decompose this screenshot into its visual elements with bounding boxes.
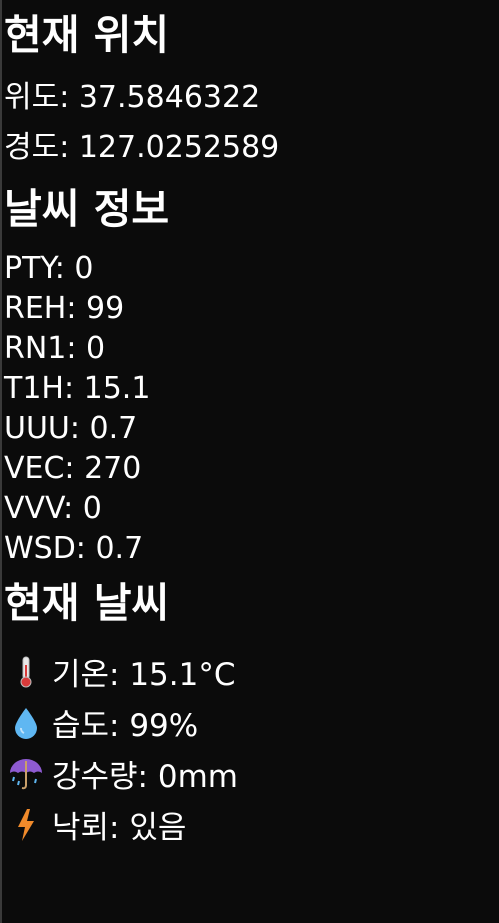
current-precip-item: 강수량: 0mm (4, 748, 238, 799)
latitude-text: 위도: 37.5846322 (4, 80, 261, 115)
current-temp-item: 기온: 15.1°C (4, 646, 238, 697)
current-humidity-item: 습도: 99% (4, 697, 238, 748)
current-weather-heading: 현재 날씨 (4, 579, 170, 627)
weather-row-rn1: RN1: 0 (4, 331, 106, 366)
weather-info-list: PTY: 0 REH: 99 RN1: 0 T1H: 15.1 UUU: 0.7… (4, 249, 150, 569)
weather-row-uuu: UUU: 0.7 (4, 411, 138, 446)
current-lightning-text: 낙뢰: 있음 (52, 810, 187, 846)
current-temp-text: 기온: 15.1°C (52, 657, 236, 693)
weather-row-wsd: WSD: 0.7 (4, 531, 144, 566)
weather-info-heading: 날씨 정보 (4, 185, 170, 233)
current-lightning-item: 낙뢰: 있음 (4, 799, 238, 850)
lightning-icon (4, 808, 48, 842)
weather-row-t1h: T1H: 15.1 (4, 371, 151, 406)
droplet-icon (4, 706, 48, 740)
weather-row-vvv: VVV: 0 (4, 491, 102, 526)
thermometer-icon (4, 655, 48, 689)
weather-row-pty: PTY: 0 (4, 251, 94, 286)
current-humidity-text: 습도: 99% (52, 708, 199, 744)
left-border (0, 0, 2, 923)
current-precip-text: 강수량: 0mm (52, 759, 238, 795)
location-heading: 현재 위치 (4, 11, 170, 59)
weather-row-vec: VEC: 270 (4, 451, 142, 486)
weather-row-reh: REH: 99 (4, 291, 125, 326)
longitude-text: 경도: 127.0252589 (4, 130, 280, 165)
current-weather-list: 기온: 15.1°C 습도: 99% (4, 646, 238, 850)
umbrella-rain-icon (4, 757, 48, 791)
